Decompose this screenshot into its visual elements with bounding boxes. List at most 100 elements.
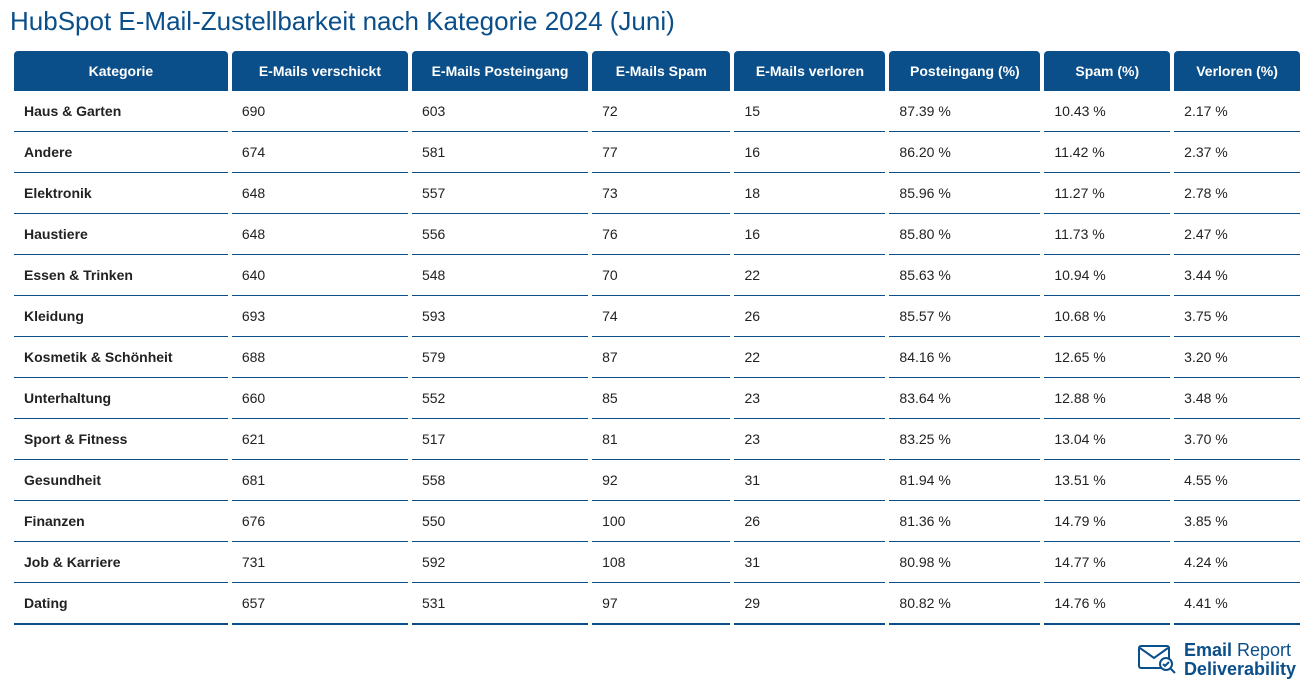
cell-spam-pct: 14.76 % <box>1044 583 1170 625</box>
cell-sent: 688 <box>232 337 408 378</box>
cell-inbox: 579 <box>412 337 588 378</box>
cell-lost-pct: 3.70 % <box>1174 419 1300 460</box>
cell-spam: 77 <box>592 132 730 173</box>
cell-spam: 87 <box>592 337 730 378</box>
cell-sent: 681 <box>232 460 408 501</box>
cell-inbox-pct: 81.94 % <box>889 460 1040 501</box>
cell-sent: 731 <box>232 542 408 583</box>
cell-category: Sport & Fitness <box>14 419 228 460</box>
table-row: Haustiere648556761685.80 %11.73 %2.47 % <box>14 214 1300 255</box>
table-header-row: Kategorie E-Mails verschickt E-Mails Pos… <box>14 51 1300 91</box>
cell-spam-pct: 14.79 % <box>1044 501 1170 542</box>
page-title: HubSpot E-Mail-Zustellbarkeit nach Kateg… <box>10 0 1304 51</box>
table-row: Unterhaltung660552852383.64 %12.88 %3.48… <box>14 378 1300 419</box>
cell-category: Job & Karriere <box>14 542 228 583</box>
cell-category: Unterhaltung <box>14 378 228 419</box>
cell-category: Elektronik <box>14 173 228 214</box>
cell-sent: 693 <box>232 296 408 337</box>
brand-line1a: Email <box>1184 640 1232 660</box>
cell-lost: 26 <box>734 501 885 542</box>
cell-lost-pct: 4.41 % <box>1174 583 1300 625</box>
cell-inbox: 558 <box>412 460 588 501</box>
cell-lost: 31 <box>734 542 885 583</box>
cell-sent: 640 <box>232 255 408 296</box>
cell-spam-pct: 12.88 % <box>1044 378 1170 419</box>
cell-category: Finanzen <box>14 501 228 542</box>
cell-category: Haustiere <box>14 214 228 255</box>
cell-inbox-pct: 85.96 % <box>889 173 1040 214</box>
cell-spam: 70 <box>592 255 730 296</box>
cell-lost: 22 <box>734 255 885 296</box>
brand-text: Email Report Deliverability <box>1184 641 1296 679</box>
cell-lost: 23 <box>734 378 885 419</box>
cell-category: Kleidung <box>14 296 228 337</box>
cell-sent: 676 <box>232 501 408 542</box>
cell-lost: 18 <box>734 173 885 214</box>
cell-spam: 72 <box>592 91 730 132</box>
col-header-category: Kategorie <box>14 51 228 91</box>
cell-lost: 23 <box>734 419 885 460</box>
cell-lost-pct: 3.75 % <box>1174 296 1300 337</box>
cell-sent: 621 <box>232 419 408 460</box>
table-row: Kleidung693593742685.57 %10.68 %3.75 % <box>14 296 1300 337</box>
cell-spam-pct: 13.04 % <box>1044 419 1170 460</box>
cell-inbox: 517 <box>412 419 588 460</box>
cell-category: Essen & Trinken <box>14 255 228 296</box>
cell-inbox: 556 <box>412 214 588 255</box>
col-header-inbox: E-Mails Posteingang <box>412 51 588 91</box>
cell-spam-pct: 14.77 % <box>1044 542 1170 583</box>
col-header-inbox-pct: Posteingang (%) <box>889 51 1040 91</box>
cell-category: Kosmetik & Schönheit <box>14 337 228 378</box>
cell-lost-pct: 3.44 % <box>1174 255 1300 296</box>
cell-lost: 22 <box>734 337 885 378</box>
cell-spam: 100 <box>592 501 730 542</box>
cell-inbox-pct: 80.82 % <box>889 583 1040 625</box>
cell-lost: 26 <box>734 296 885 337</box>
table-row: Sport & Fitness621517812383.25 %13.04 %3… <box>14 419 1300 460</box>
envelope-icon <box>1138 640 1178 679</box>
cell-inbox: 593 <box>412 296 588 337</box>
cell-sent: 648 <box>232 214 408 255</box>
deliverability-table: Kategorie E-Mails verschickt E-Mails Pos… <box>10 51 1304 625</box>
cell-category: Andere <box>14 132 228 173</box>
cell-spam-pct: 11.27 % <box>1044 173 1170 214</box>
table-row: Job & Karriere7315921083180.98 %14.77 %4… <box>14 542 1300 583</box>
cell-inbox: 603 <box>412 91 588 132</box>
cell-lost-pct: 3.85 % <box>1174 501 1300 542</box>
cell-spam-pct: 13.51 % <box>1044 460 1170 501</box>
cell-inbox: 557 <box>412 173 588 214</box>
brand-line1b: Report <box>1237 640 1291 660</box>
cell-spam: 76 <box>592 214 730 255</box>
cell-sent: 648 <box>232 173 408 214</box>
table-row: Kosmetik & Schönheit688579872284.16 %12.… <box>14 337 1300 378</box>
cell-sent: 660 <box>232 378 408 419</box>
cell-inbox-pct: 83.25 % <box>889 419 1040 460</box>
cell-lost: 29 <box>734 583 885 625</box>
table-row: Essen & Trinken640548702285.63 %10.94 %3… <box>14 255 1300 296</box>
brand-line2: Deliverability <box>1184 660 1296 679</box>
cell-spam: 73 <box>592 173 730 214</box>
cell-spam-pct: 10.68 % <box>1044 296 1170 337</box>
table-row: Haus & Garten690603721587.39 %10.43 %2.1… <box>14 91 1300 132</box>
cell-inbox-pct: 84.16 % <box>889 337 1040 378</box>
cell-lost-pct: 2.37 % <box>1174 132 1300 173</box>
cell-spam: 85 <box>592 378 730 419</box>
cell-spam: 97 <box>592 583 730 625</box>
cell-inbox: 550 <box>412 501 588 542</box>
col-header-lost-pct: Verloren (%) <box>1174 51 1300 91</box>
cell-inbox-pct: 85.63 % <box>889 255 1040 296</box>
cell-inbox-pct: 80.98 % <box>889 542 1040 583</box>
cell-sent: 674 <box>232 132 408 173</box>
table-row: Elektronik648557731885.96 %11.27 %2.78 % <box>14 173 1300 214</box>
cell-spam: 92 <box>592 460 730 501</box>
cell-inbox-pct: 85.80 % <box>889 214 1040 255</box>
cell-lost-pct: 3.48 % <box>1174 378 1300 419</box>
cell-spam-pct: 11.42 % <box>1044 132 1170 173</box>
cell-category: Haus & Garten <box>14 91 228 132</box>
cell-inbox: 581 <box>412 132 588 173</box>
cell-lost: 16 <box>734 214 885 255</box>
cell-lost: 15 <box>734 91 885 132</box>
cell-inbox-pct: 83.64 % <box>889 378 1040 419</box>
cell-inbox-pct: 81.36 % <box>889 501 1040 542</box>
cell-inbox: 592 <box>412 542 588 583</box>
